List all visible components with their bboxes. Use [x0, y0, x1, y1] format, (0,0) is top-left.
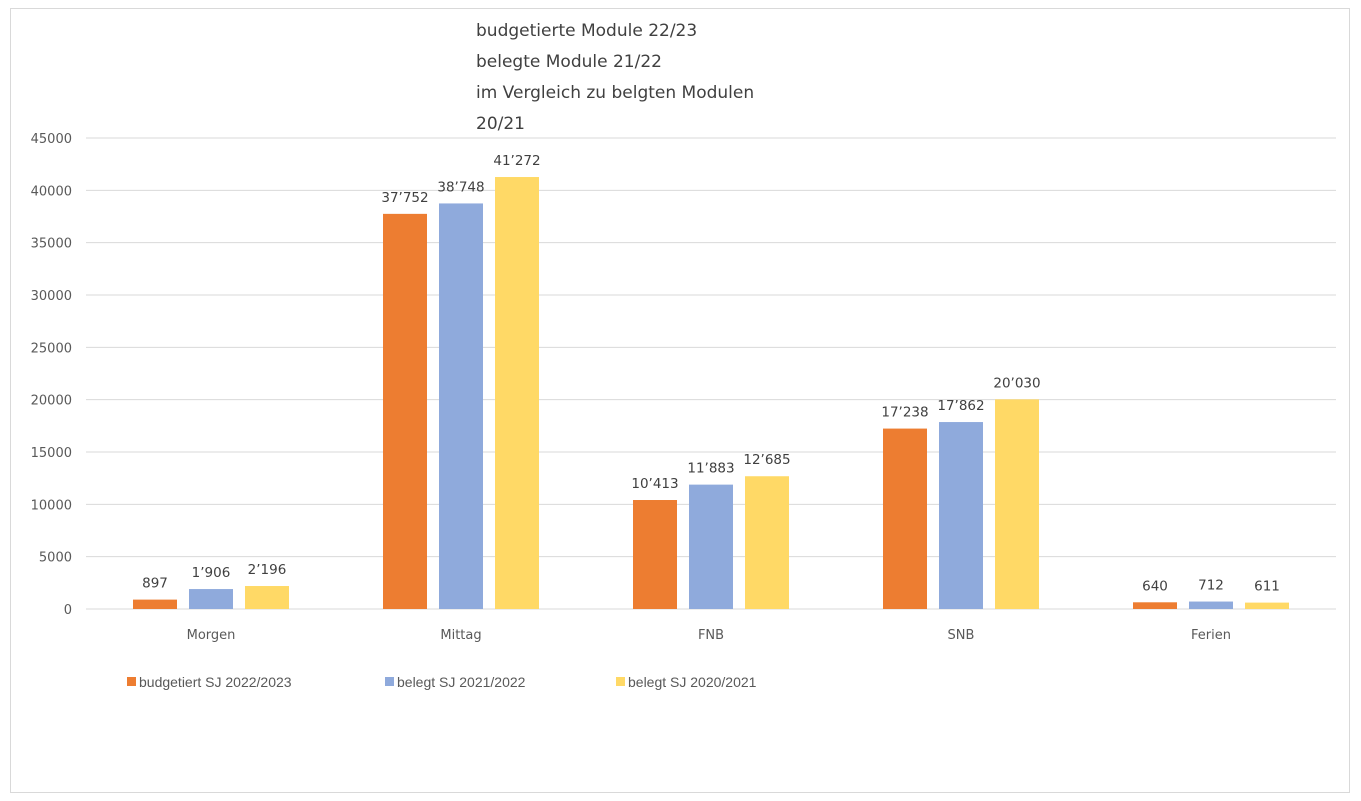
y-tick-label: 10000: [31, 498, 72, 513]
y-tick-label: 0: [64, 603, 72, 618]
data-label: 12’685: [743, 452, 790, 468]
data-label: 897: [142, 576, 168, 592]
legend-swatch: [616, 677, 625, 686]
bar: [883, 428, 927, 609]
bar: [189, 589, 233, 609]
bar: [995, 399, 1039, 609]
bar: [1245, 602, 1289, 609]
x-tick-label: Morgen: [187, 628, 236, 643]
x-tick-label: Mittag: [440, 628, 481, 643]
data-label: 17’238: [881, 405, 928, 421]
bar: [1133, 602, 1177, 609]
y-tick-label: 30000: [31, 289, 72, 304]
legend-label: belegt SJ 2020/2021: [628, 674, 757, 690]
chart-title: budgetierte Module 22/23 belegte Module …: [476, 21, 754, 134]
chart-title-line-4: 20/21: [476, 114, 525, 134]
data-label: 712: [1198, 578, 1224, 594]
y-tick-label: 40000: [31, 184, 72, 199]
bar: [383, 213, 427, 609]
legend-label: belegt SJ 2021/2022: [397, 674, 526, 690]
data-label: 37’752: [381, 190, 428, 206]
bar: [745, 476, 789, 609]
data-label: 17’862: [937, 398, 984, 414]
data-label: 41’272: [493, 153, 540, 169]
y-tick-label: 25000: [31, 341, 72, 356]
chart-title-line-1: budgetierte Module 22/23: [476, 21, 697, 41]
chart-title-line-3: im Vergleich zu belgten Modulen: [476, 83, 754, 103]
chart-frame: [10, 8, 1350, 793]
y-tick-label: 15000: [31, 446, 72, 461]
y-axis: 0 5000 10000 15000 20000 25000 30000 35000 40000…: [31, 132, 72, 618]
bar: [939, 422, 983, 609]
data-label: 11’883: [687, 461, 734, 477]
y-tick-label: 45000: [31, 132, 72, 147]
data-label: 20’030: [993, 375, 1040, 391]
data-label: 2’196: [248, 562, 287, 578]
bar: [689, 484, 733, 609]
bars: [133, 177, 1289, 610]
bar: [495, 177, 539, 610]
legend: budgetiert SJ 2022/2023 belegt SJ 2021/20…: [127, 674, 757, 690]
x-tick-label: SNB: [948, 628, 975, 643]
data-label: 640: [1142, 578, 1168, 594]
bar: [439, 203, 483, 609]
y-tick-label: 20000: [31, 394, 72, 409]
data-labels: 897 1’906 2’196 37’752 38’748 41’272 10’413 11’…: [142, 153, 1280, 595]
x-tick-label: Ferien: [1191, 628, 1231, 643]
legend-label: budgetiert SJ 2022/2023: [139, 674, 292, 690]
data-label: 38’748: [437, 179, 484, 195]
bar: [245, 586, 289, 609]
data-label: 611: [1254, 579, 1280, 595]
x-axis: Morgen Mittag FNB SNB Ferien: [187, 628, 1231, 643]
x-tick-label: FNB: [698, 628, 724, 643]
data-label: 1’906: [192, 565, 231, 581]
data-label: 10’413: [631, 476, 678, 492]
chart-title-line-2: belegte Module 21/22: [476, 52, 662, 72]
y-tick-label: 5000: [39, 551, 72, 566]
bar: [133, 599, 177, 609]
legend-swatch: [127, 677, 136, 686]
legend-swatch: [385, 677, 394, 686]
bar: [1189, 601, 1233, 609]
y-tick-label: 35000: [31, 237, 72, 252]
bar: [633, 500, 677, 609]
gridlines: [86, 137, 1336, 610]
